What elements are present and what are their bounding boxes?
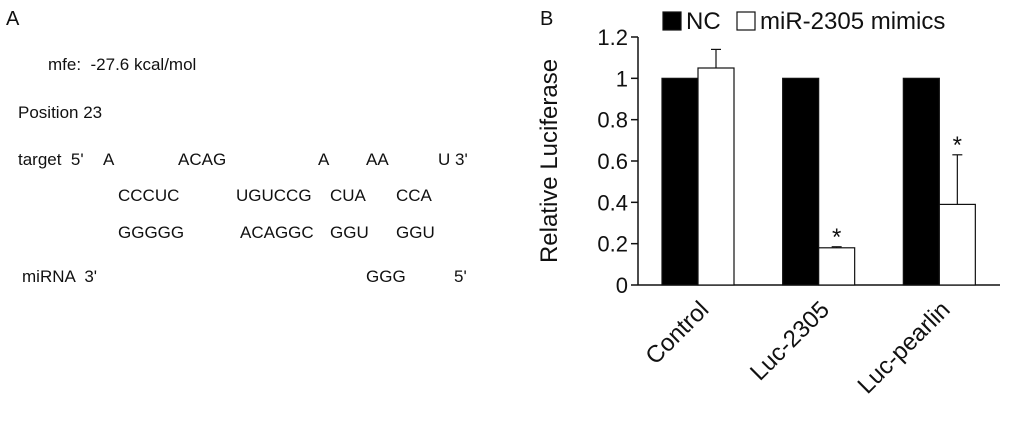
mfe-text: mfe: -27.6 kcal/mol [48,55,197,74]
x-category-label: Control [640,296,714,370]
bar-nc [902,77,940,286]
y-tick-label: 0.6 [597,149,628,174]
legend-swatch-mimics [736,11,756,31]
target-seq-2: ACAG [178,150,227,169]
significance-marker: * [953,132,962,159]
pair-bottom-4: GGU [396,223,435,242]
pair-bottom-2: ACAGGC [240,223,314,242]
target-seq-5: U 3' [438,150,468,169]
y-tick-label: 0.8 [597,108,628,133]
pair-top-1: CCCUC [118,186,180,205]
pair-bottom-3: GGU [330,223,369,242]
target-seq-4: AA [366,150,389,169]
bar-mimics [818,247,856,286]
y-tick-label: 0 [616,273,628,298]
legend-label-mimics: miR-2305 mimics [760,8,945,35]
mirna-seq-1: GGG [366,267,406,286]
pair-top-2: UGUCCG [236,186,312,205]
bar-nc [661,77,699,286]
y-tick-label: 1.2 [597,25,628,50]
bar-mimics [938,203,976,286]
x-category-label: Luc-2305 [745,296,835,386]
y-tick-label: 1 [616,66,628,91]
pair-top-3: CUA [330,186,366,205]
pair-top-4: CCA [396,186,432,205]
bar-nc [782,77,820,286]
legend-swatch-nc [662,11,682,31]
mirna-seq-2: 5' [454,267,467,286]
target-seq-1: A [103,150,115,169]
position-text: Position 23 [18,103,103,122]
y-tick-label: 0.4 [597,190,628,215]
significance-marker: * [832,224,841,251]
pair-bottom-1: GGGGG [118,223,185,242]
legend-label-nc: NC [686,8,721,35]
target-seq-3: A [318,150,330,169]
x-category-label: Luc-pearlin [853,296,956,399]
mirna-label: miRNA 3' [22,267,98,286]
target-label: target 5' [18,150,84,169]
panel-b-label: B [540,8,554,30]
bar-mimics [697,67,735,286]
panel-a-label: A [6,8,20,30]
y-axis-label: Relative Luciferase [536,59,563,263]
y-tick-label: 0.2 [597,232,628,257]
